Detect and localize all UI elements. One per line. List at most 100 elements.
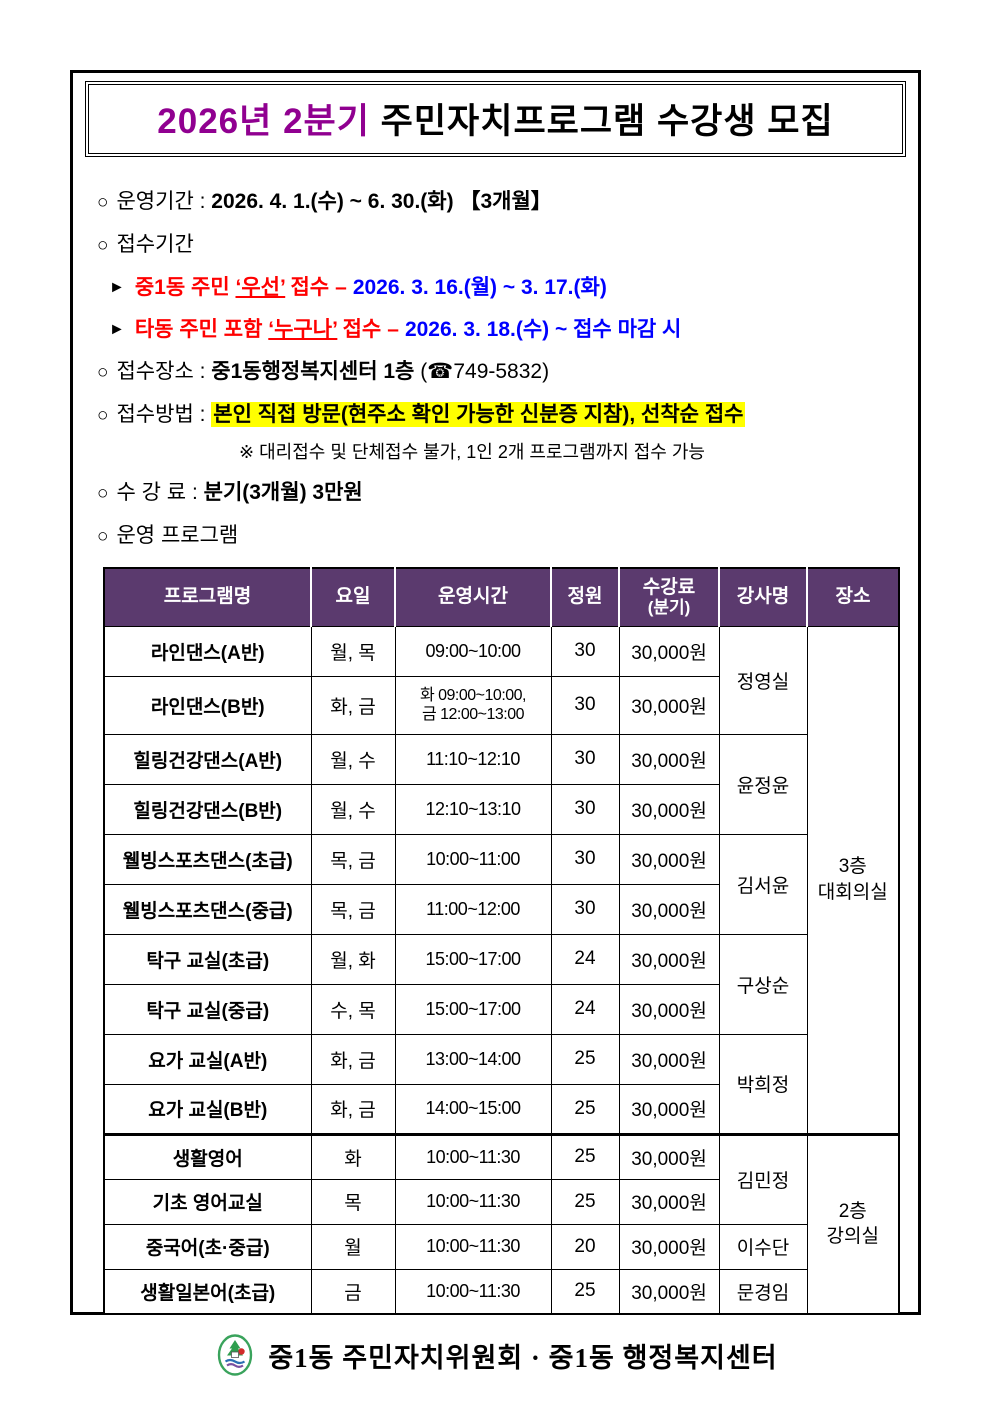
table-row: 중국어(초·중급) 월 10:00~11:30 20 30,000원 이수단 — [103, 1223, 899, 1270]
dash-separator: – — [387, 318, 399, 341]
table-row: 요가 교실(B반) 화, 금 14:00~15:00 25 30,000원 — [103, 1083, 899, 1136]
header-place: 장소 — [806, 568, 899, 627]
fee-cell: 30,000원 — [618, 733, 720, 785]
reception-method-highlight: 본인 직접 방문(현주소 확인 가능한 신분증 지참), 선착순 접수 — [211, 402, 746, 427]
tuition-fee-label: 수 강 료 : — [116, 481, 204, 504]
fee-cell: 30,000원 — [618, 1083, 720, 1136]
fee-cell: 30,000원 — [618, 933, 720, 985]
reception-period-label: 접수기간 — [116, 233, 194, 256]
time-cell: 10:00~11:00 — [394, 833, 552, 885]
day-cell: 화, 금 — [310, 1083, 396, 1136]
reception-place-line: ○ 접수장소 : 중1동행정복지센터 1층 (☎749-5832) — [97, 358, 898, 386]
day-cell: 월 — [310, 1223, 396, 1270]
circle-bullet-icon: ○ — [97, 526, 109, 547]
time-cell: 14:00~15:00 — [394, 1083, 552, 1136]
program-name-cell: 힐링건강댄스(B반) — [103, 783, 312, 835]
place-cell-floor3: 3층 대회의실 — [806, 625, 900, 1136]
time-cell: 15:00~17:00 — [394, 933, 552, 985]
programs-section-label-line: ○ 운영 프로그램 — [97, 522, 898, 550]
reception-place-phone: (☎749-5832) — [414, 360, 550, 383]
tuition-fee-value: 분기(3개월) 3만원 — [203, 481, 363, 504]
reception-method-line: ○ 접수방법 : 본인 직접 방문(현주소 확인 가능한 신분증 지참), 선착순… — [97, 401, 898, 429]
day-cell: 화, 금 — [310, 1033, 396, 1085]
program-name-cell: 기초 영어교실 — [103, 1178, 312, 1225]
program-name-cell: 생활영어 — [103, 1133, 312, 1180]
capacity-cell: 30 — [550, 625, 620, 677]
fee-cell: 30,000원 — [618, 1133, 720, 1180]
table-row: 웰빙스포츠댄스(중급) 목, 금 11:00~12:00 30 30,000원 — [103, 883, 899, 935]
priority-dates: 2026. 3. 16.(월) ~ 3. 17.(화) — [352, 276, 607, 299]
day-cell: 월, 화 — [310, 933, 396, 985]
time-cell: 10:00~11:30 — [394, 1178, 552, 1225]
day-cell: 목, 금 — [310, 833, 396, 885]
circle-bullet-icon: ○ — [97, 362, 109, 383]
teacher-cell: 구상순 — [718, 933, 808, 1035]
operation-period-label: 운영기간 : — [116, 190, 212, 213]
anyone-dates: 2026. 3. 18.(수) ~ 접수 마감 시 — [404, 318, 682, 341]
time-cell: 09:00~10:00 — [394, 625, 552, 677]
program-name-cell: 요가 교실(B반) — [103, 1083, 312, 1136]
program-name-cell: 웰빙스포츠댄스(중급) — [103, 883, 312, 935]
program-name-cell: 요가 교실(A반) — [103, 1033, 312, 1085]
header-fee-line2: (분기) — [647, 598, 691, 618]
operation-period-line: ○ 운영기간 : 2026. 4. 1.(수) ~ 6. 30.(화) 【3개월】 — [97, 188, 898, 216]
fee-cell: 30,000원 — [618, 883, 720, 935]
header-program: 프로그램명 — [103, 568, 311, 627]
fee-cell: 30,000원 — [618, 1223, 720, 1270]
program-name-cell: 웰빙스포츠댄스(초급) — [103, 833, 312, 885]
time-cell: 12:10~13:10 — [394, 783, 552, 835]
reception-place-value: 중1동행정복지센터 1층 — [211, 360, 415, 383]
priority-text-post: 접수 — [285, 276, 330, 299]
day-cell: 화 — [310, 1133, 396, 1180]
tuition-fee-line: ○ 수 강 료 : 분기(3개월) 3만원 — [97, 479, 898, 507]
program-name-cell: 탁구 교실(초급) — [103, 933, 312, 985]
teacher-cell: 문경임 — [718, 1268, 808, 1315]
header-time: 운영시간 — [394, 568, 551, 627]
table-row: 웰빙스포츠댄스(초급) 목, 금 10:00~11:00 30 30,000원 … — [103, 833, 899, 935]
time-cell: 10:00~11:30 — [394, 1268, 552, 1315]
fee-cell: 30,000원 — [618, 1178, 720, 1225]
fee-cell: 30,000원 — [618, 675, 720, 735]
circle-bullet-icon: ○ — [97, 235, 109, 256]
capacity-cell: 30 — [550, 883, 620, 935]
title-quarter: 2026년 2분기 — [157, 102, 370, 141]
table-row: 라인댄스(B반) 화, 금 화 09:00~10:00, 금 12:00~13:0… — [103, 675, 899, 735]
place-floor3-line1: 3층 — [838, 855, 867, 877]
footer-text: 중1동 주민자치위원회 · 중1동 행정복지센터 — [268, 1342, 778, 1373]
program-schedule-table: 프로그램명 요일 운영시간 정원 수강료 (분기) 강사명 장소 라인댄스(A반)… — [103, 567, 900, 1315]
table-row: 힐링건강댄스(A반) 월, 수 11:10~12:10 30 30,000원 윤… — [103, 733, 899, 835]
capacity-cell: 25 — [550, 1178, 620, 1225]
table-row: 생활영어 화 10:00~11:30 25 30,000원 김민정 2층 강의실 — [103, 1133, 900, 1315]
reception-method-label: 접수방법 : — [116, 403, 212, 426]
time-cell: 13:00~14:00 — [394, 1033, 552, 1085]
table-row: 기초 영어교실 목 10:00~11:30 25 30,000원 — [103, 1178, 899, 1225]
place-floor3-line2: 대회의실 — [817, 881, 888, 903]
day-cell: 월, 목 — [310, 625, 396, 677]
capacity-cell: 30 — [550, 833, 620, 885]
notice-body: ○ 운영기간 : 2026. 4. 1.(수) ~ 6. 30.(화) 【3개월】… — [73, 157, 918, 1376]
day-cell: 목, 금 — [310, 883, 396, 935]
time-cell: 화 09:00~10:00, 금 12:00~13:00 — [394, 675, 552, 735]
capacity-cell: 25 — [550, 1268, 620, 1315]
place-cell-floor2: 2층 강의실 — [806, 1133, 900, 1315]
reception-place-label: 접수장소 : — [116, 360, 212, 383]
header-fee: 수강료 (분기) — [618, 568, 719, 627]
program-name-cell: 라인댄스(B반) — [103, 675, 312, 735]
notice-document: 2026년 2분기 주민자치프로그램 수강생 모집 ○ 운영기간 : 2026. … — [70, 70, 921, 1376]
day-cell: 월, 수 — [310, 733, 396, 785]
capacity-cell: 30 — [550, 783, 620, 835]
time-cell: 11:10~12:10 — [394, 733, 552, 785]
capacity-cell: 25 — [550, 1033, 620, 1085]
time-cell: 10:00~11:30 — [394, 1133, 552, 1180]
teacher-cell: 윤정윤 — [718, 733, 808, 835]
teacher-cell: 이수단 — [718, 1223, 808, 1270]
teacher-cell: 정영실 — [718, 625, 808, 735]
teacher-cell: 박희정 — [718, 1033, 808, 1136]
time-cell: 10:00~11:30 — [394, 1223, 552, 1270]
circle-bullet-icon: ○ — [97, 192, 109, 213]
time-cell: 15:00~17:00 — [394, 983, 552, 1035]
priority-text: 중1동 주민 — [134, 276, 236, 299]
capacity-cell: 24 — [550, 983, 620, 1035]
circle-bullet-icon: ○ — [97, 405, 109, 426]
teacher-cell: 김민정 — [718, 1133, 808, 1225]
